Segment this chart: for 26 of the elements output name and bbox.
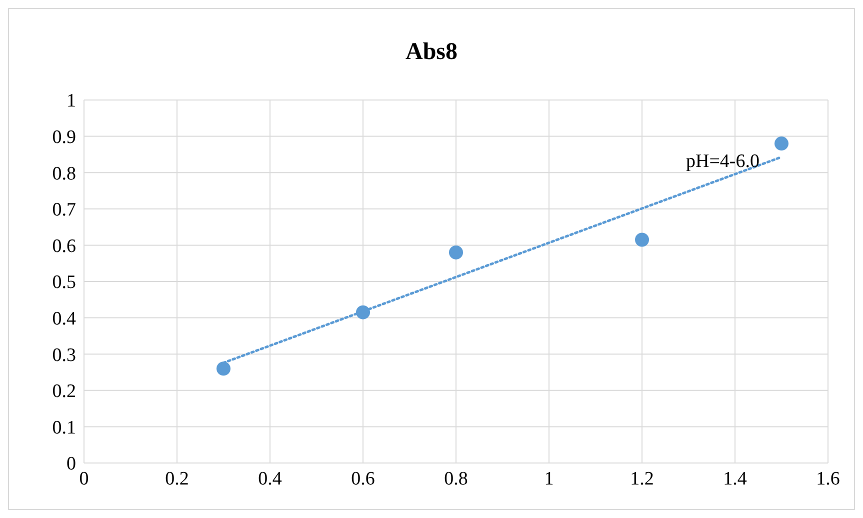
y-tick-label: 0.4 xyxy=(52,308,76,330)
y-tick-label: 0.1 xyxy=(52,417,76,438)
y-tick-label: 0 xyxy=(66,454,76,475)
chart-title: Abs8 xyxy=(404,39,459,66)
y-tick-label: 0.9 xyxy=(52,127,76,148)
series-label: pH=4-6.0 xyxy=(686,150,760,172)
point xyxy=(216,362,230,376)
x-tick-label: 0.6 xyxy=(351,468,375,490)
point xyxy=(635,232,649,247)
x-tick-label: 1.4 xyxy=(723,468,748,490)
x-tick-label: 1 xyxy=(544,468,554,490)
point xyxy=(356,305,370,320)
x-tick-label: 0.8 xyxy=(444,468,468,490)
x-tick-label: 0.4 xyxy=(258,468,282,490)
y-tick-label: 0.5 xyxy=(52,272,76,294)
y-tick-label: 0.2 xyxy=(52,381,76,402)
point xyxy=(774,136,788,151)
y-tick-label: 0.6 xyxy=(52,236,76,257)
y-tick-label: 0.3 xyxy=(52,344,76,366)
y-tick-label: 0.8 xyxy=(52,163,76,184)
y-tick-label: 1 xyxy=(66,90,76,112)
x-tick-label: 1.2 xyxy=(630,468,654,490)
x-tick-label: 1.6 xyxy=(816,468,840,490)
x-tick-label: 0.2 xyxy=(165,468,189,490)
point xyxy=(449,245,463,260)
y-tick-label: 0.7 xyxy=(52,200,76,221)
